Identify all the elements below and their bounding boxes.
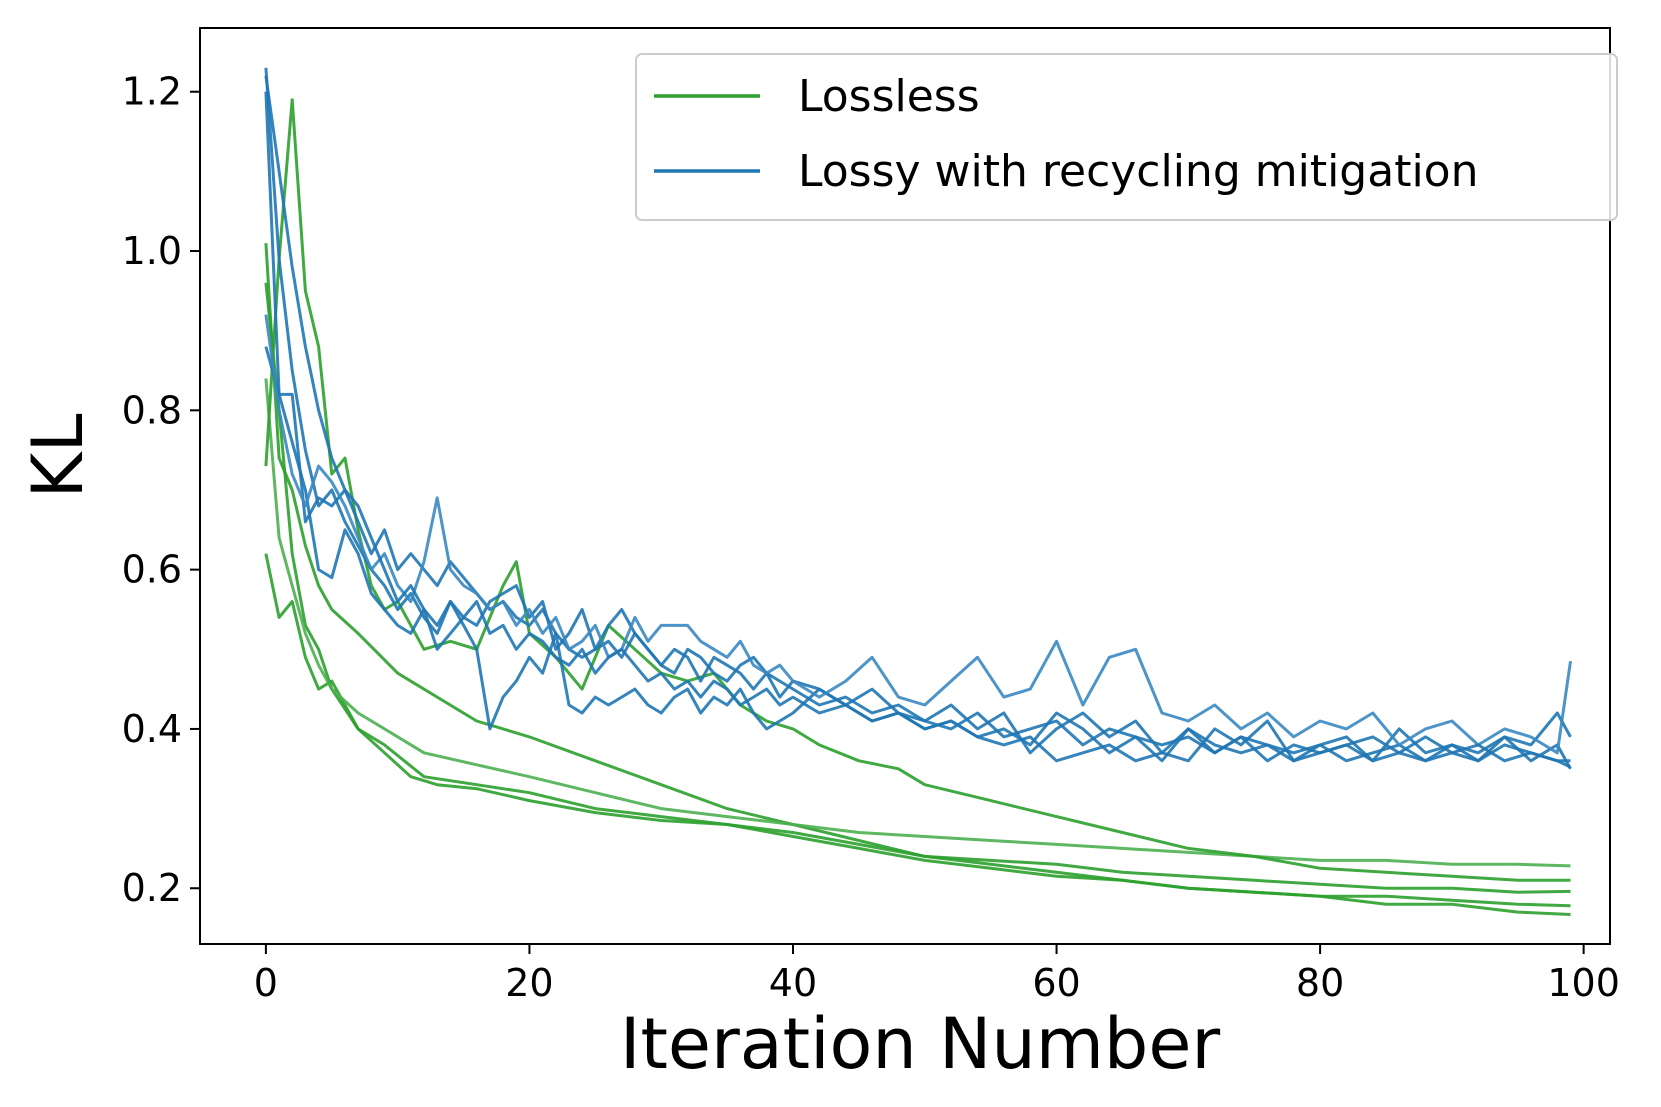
series-line-lossy-10	[264, 75, 1571, 763]
series-line-lossless-2	[264, 553, 1571, 908]
x-tick-label: 40	[769, 961, 817, 1005]
y-tick-label: 1.2	[122, 70, 182, 114]
x-tick-label: 100	[1547, 961, 1620, 1005]
y-tick-label: 0.2	[122, 866, 182, 910]
series-line-lossless-4	[264, 378, 1571, 868]
legend: Lossless Lossy with recycling mitigation	[635, 53, 1618, 221]
legend-label-lossy: Lossy with recycling mitigation	[798, 146, 1478, 197]
series-line-lossy-8	[264, 346, 1572, 763]
x-tick-label: 60	[1032, 961, 1080, 1005]
series-line-lossy-6	[264, 67, 1572, 770]
x-axis: 0 20 40 60 80 100	[254, 944, 1620, 1005]
x-tick-label: 80	[1296, 961, 1344, 1005]
series-line-lossless-5	[264, 98, 1571, 882]
y-tick-label: 0.4	[122, 707, 182, 751]
series-line-lossy-7	[264, 91, 1572, 769]
y-tick-label: 0.8	[122, 388, 182, 432]
legend-box	[635, 53, 1618, 221]
plot-frame	[199, 27, 1611, 945]
y-tick-label: 0.6	[122, 548, 182, 592]
x-tick-label: 0	[254, 961, 278, 1005]
series-line-lossy-9	[264, 314, 1572, 755]
x-tick-label: 20	[505, 961, 553, 1005]
series-line-lossless-3	[264, 282, 1571, 894]
series-layer	[264, 67, 1572, 916]
y-tick-label: 1.0	[122, 229, 182, 273]
x-axis-title: Iteration Number	[620, 1003, 1221, 1085]
y-axis-title: KL	[17, 414, 99, 499]
legend-label-lossless: Lossless	[798, 71, 980, 122]
y-axis: 0.2 0.4 0.6 0.8 1.0 1.2	[122, 70, 200, 910]
